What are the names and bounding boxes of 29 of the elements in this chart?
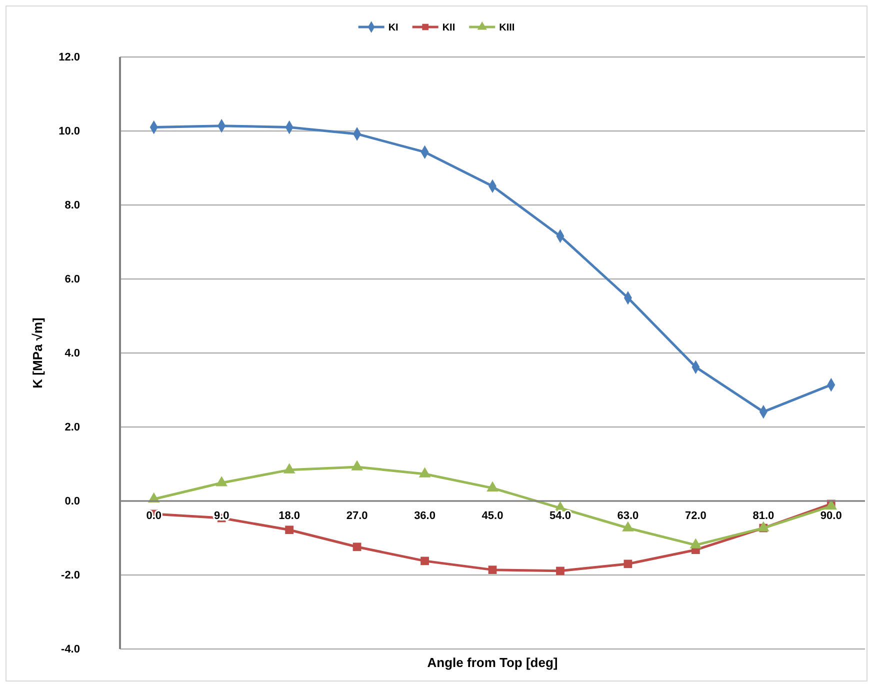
x-tick-label: 90.0: [820, 510, 842, 522]
y-tick-label: -2.0: [61, 570, 80, 582]
y-tick-label: 0.0: [64, 496, 80, 508]
y-tick-label: 12.0: [58, 52, 80, 64]
x-tick-label: 18.0: [278, 510, 300, 522]
point: [285, 526, 294, 534]
x-tick-label: 36.0: [414, 510, 436, 522]
y-axis-title: K [MPa √m]: [30, 318, 45, 388]
point: [556, 566, 564, 576]
x-axis-title: Angle from Top [deg]: [427, 655, 558, 670]
x-tick-label: 45.0: [482, 510, 504, 522]
point: [420, 556, 429, 566]
point: [352, 542, 362, 552]
x-tick-label: 72.0: [684, 510, 706, 522]
y-tick-label: 2.0: [64, 422, 80, 434]
legend-label: KI: [388, 22, 399, 34]
y-tick-label: 8.0: [64, 200, 80, 212]
point: [488, 566, 497, 574]
x-tick-label: 27.0: [346, 510, 368, 522]
y-tick-label: -4.0: [61, 644, 80, 656]
y-tick-label: 10.0: [58, 126, 80, 138]
x-tick-label: 54.0: [550, 510, 571, 522]
point: [624, 560, 632, 568]
y-tick-label: 6.0: [64, 274, 80, 286]
x-tick-label: 81.0: [752, 510, 774, 522]
y-tick-label: 4.0: [64, 348, 80, 360]
legend-label: KIII: [499, 22, 515, 34]
x-tick-label: 63.0: [617, 510, 639, 522]
legend-label: KII: [442, 22, 456, 34]
